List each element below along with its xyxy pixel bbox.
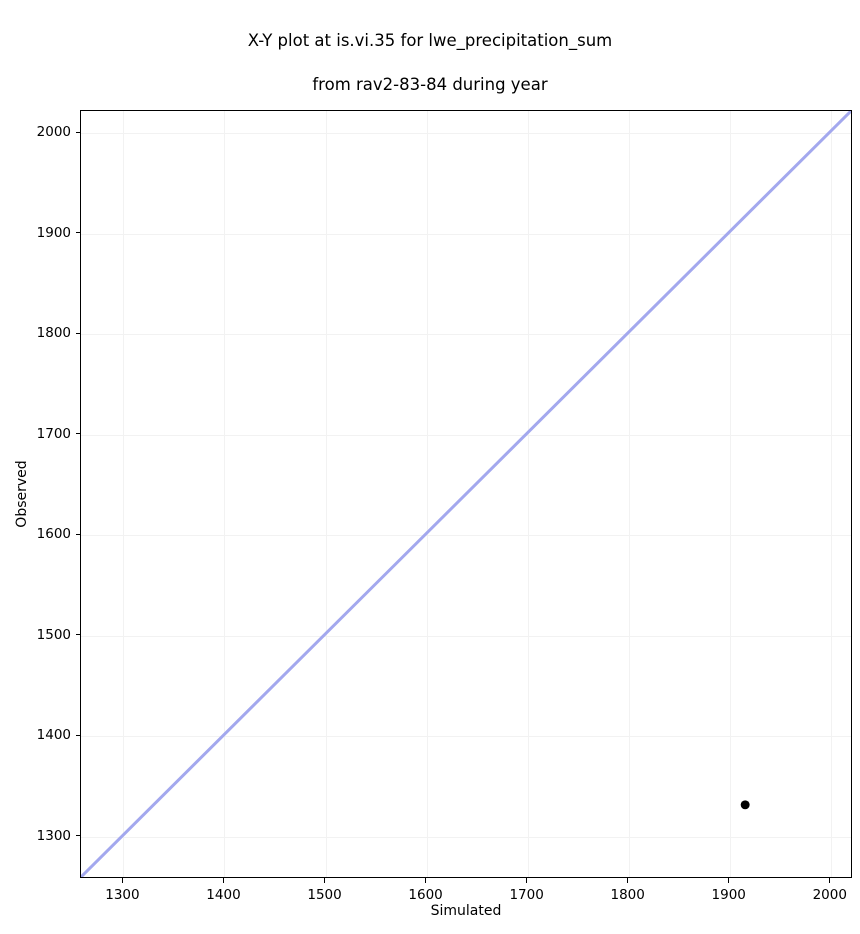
scatter-markers (740, 800, 750, 810)
y-tick-mark (75, 332, 80, 334)
plot-area (80, 110, 852, 878)
x-tick-mark (222, 878, 225, 883)
gridline-vertical (325, 111, 327, 877)
gridline-vertical (628, 111, 630, 877)
gridline-horizontal (81, 334, 851, 336)
x-tick-label: 1300 (105, 887, 140, 903)
one-to-one-reference-line (81, 111, 851, 877)
x-tick-label: 1400 (206, 887, 241, 903)
x-tick-label: 1600 (408, 887, 443, 903)
gridline-vertical (224, 111, 226, 877)
y-tick-mark (75, 433, 80, 435)
gridline-horizontal (81, 635, 851, 637)
gridline-horizontal (81, 233, 851, 235)
x-tick-label: 1800 (610, 887, 645, 903)
y-tick-mark (75, 734, 80, 736)
y-tick-label: 2000 (36, 124, 71, 141)
gridline-vertical (123, 111, 125, 877)
y-tick-label: 1400 (36, 727, 71, 744)
gridline-horizontal (81, 736, 851, 738)
y-tick-mark (75, 634, 80, 636)
x-tick-mark (728, 878, 730, 883)
gridline-horizontal (81, 836, 851, 838)
x-tick-label: 2000 (812, 887, 847, 903)
y-tick-label: 1300 (36, 827, 71, 844)
y-tick-label: 1700 (36, 425, 71, 442)
x-tick-mark (627, 878, 629, 883)
x-tick-mark (323, 878, 326, 883)
y-tick-label: 1900 (36, 224, 71, 241)
gridline-horizontal (81, 434, 851, 436)
series-layer (81, 111, 851, 877)
gridline-vertical (527, 111, 529, 877)
x-tick-label: 1900 (711, 887, 746, 903)
gridline-horizontal (81, 535, 851, 537)
chart-title-line-1: X-Y plot at is.vi.35 for lwe_precipitati… (247, 31, 613, 50)
y-tick-mark (75, 533, 80, 535)
y-tick-label: 1800 (36, 325, 71, 342)
y-axis-label: Observed (14, 460, 30, 528)
chart-title: X-Y plot at is.vi.35 for lwe_precipitati… (0, 8, 860, 118)
y-tick-mark (75, 131, 80, 133)
chart-title-line-2: from rav2-83-84 during year (312, 75, 548, 94)
x-axis-label: Simulated (430, 903, 502, 919)
x-tick-mark (829, 878, 831, 883)
x-tick-mark (424, 878, 427, 883)
gridline-vertical (830, 111, 832, 877)
gridline-vertical (426, 111, 428, 877)
y-tick-mark (75, 835, 80, 837)
x-tick-label: 1700 (509, 887, 544, 903)
scatter-point (740, 800, 750, 810)
x-tick-label: 1500 (307, 887, 342, 903)
gridline-horizontal (81, 133, 851, 135)
y-tick-label: 1500 (36, 626, 71, 643)
x-tick-mark (526, 878, 528, 883)
x-tick-mark (121, 878, 124, 883)
gridline-vertical (729, 111, 731, 877)
y-tick-label: 1600 (36, 526, 71, 543)
y-tick-mark (75, 232, 80, 234)
